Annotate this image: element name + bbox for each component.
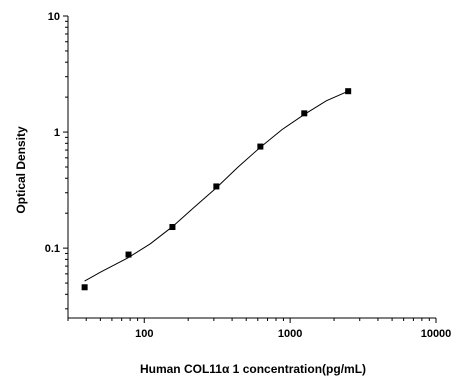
data-point bbox=[213, 183, 220, 190]
data-point bbox=[257, 143, 264, 150]
data-point bbox=[81, 284, 88, 291]
x-axis-title: Human COL11α 1 concentration(pg/mL) bbox=[140, 362, 366, 376]
data-point bbox=[169, 224, 176, 231]
x-tick-label: 1000 bbox=[278, 328, 302, 340]
tick-labels-layer: 100 1000 10000 0.1 1 10 bbox=[45, 11, 452, 340]
y-axis-title: Optical Density bbox=[14, 126, 28, 214]
data-point bbox=[301, 110, 308, 117]
y-tick-label: 0.1 bbox=[45, 243, 60, 255]
axes bbox=[63, 15, 437, 323]
x-tick-label: 10000 bbox=[421, 328, 452, 340]
data-point bbox=[345, 88, 352, 95]
x-tick-label: 100 bbox=[135, 328, 153, 340]
data-points-layer bbox=[81, 88, 352, 291]
data-point bbox=[125, 251, 132, 258]
y-tick-label: 10 bbox=[48, 11, 60, 23]
y-tick-label: 1 bbox=[54, 127, 60, 139]
